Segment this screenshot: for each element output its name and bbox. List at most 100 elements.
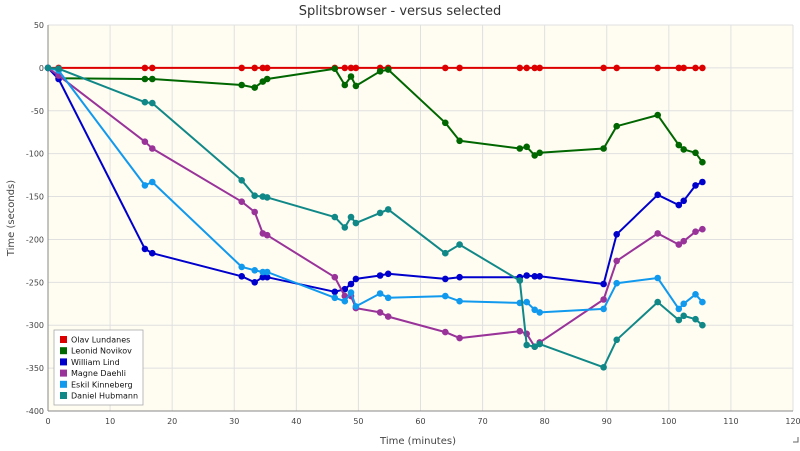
- data-point[interactable]: [331, 65, 339, 72]
- resize-handle[interactable]: [793, 437, 799, 443]
- data-point[interactable]: [238, 198, 245, 205]
- data-point[interactable]: [680, 64, 687, 72]
- data-point[interactable]: [654, 274, 661, 282]
- data-point[interactable]: [263, 194, 271, 201]
- data-point[interactable]: [531, 306, 538, 314]
- data-point[interactable]: [141, 182, 149, 189]
- data-point[interactable]: [613, 231, 620, 238]
- data-point[interactable]: [516, 64, 524, 72]
- data-point[interactable]: [347, 280, 355, 288]
- data-point[interactable]: [699, 321, 706, 329]
- data-point[interactable]: [523, 341, 530, 349]
- data-point[interactable]: [384, 66, 392, 73]
- data-point[interactable]: [347, 289, 355, 296]
- data-point[interactable]: [536, 273, 543, 280]
- data-point[interactable]: [516, 277, 524, 284]
- data-point[interactable]: [251, 267, 258, 274]
- data-point[interactable]: [384, 270, 392, 278]
- data-point[interactable]: [442, 292, 449, 300]
- data-point[interactable]: [456, 297, 463, 305]
- data-point[interactable]: [699, 178, 706, 186]
- data-point[interactable]: [141, 64, 149, 72]
- data-point[interactable]: [263, 64, 271, 72]
- data-point[interactable]: [352, 303, 360, 310]
- data-point[interactable]: [531, 273, 538, 280]
- data-point[interactable]: [347, 64, 355, 72]
- data-point[interactable]: [331, 288, 339, 296]
- data-point[interactable]: [149, 75, 156, 83]
- data-point[interactable]: [680, 312, 687, 320]
- data-point[interactable]: [352, 82, 360, 90]
- data-point[interactable]: [347, 73, 355, 80]
- data-point[interactable]: [442, 119, 449, 127]
- data-point[interactable]: [263, 268, 271, 276]
- data-point[interactable]: [456, 241, 463, 248]
- data-point[interactable]: [600, 280, 607, 288]
- data-point[interactable]: [680, 197, 687, 205]
- data-point[interactable]: [536, 309, 543, 316]
- legend-item[interactable]: Leonid Novikov: [60, 347, 132, 356]
- data-point[interactable]: [352, 275, 360, 283]
- data-point[interactable]: [263, 75, 271, 83]
- data-point[interactable]: [442, 64, 449, 72]
- data-point[interactable]: [149, 249, 156, 257]
- data-point[interactable]: [141, 138, 149, 145]
- data-point[interactable]: [456, 64, 463, 72]
- data-point[interactable]: [376, 68, 384, 75]
- data-point[interactable]: [675, 241, 683, 248]
- data-point[interactable]: [675, 64, 683, 72]
- data-point[interactable]: [536, 149, 543, 157]
- data-point[interactable]: [238, 273, 245, 280]
- data-point[interactable]: [341, 81, 349, 89]
- data-point[interactable]: [675, 316, 683, 324]
- data-point[interactable]: [692, 315, 699, 323]
- data-point[interactable]: [531, 152, 538, 159]
- data-point[interactable]: [263, 231, 271, 239]
- data-point[interactable]: [238, 177, 245, 184]
- data-point[interactable]: [149, 145, 156, 152]
- data-point[interactable]: [600, 64, 607, 72]
- data-point[interactable]: [251, 64, 258, 72]
- legend-item[interactable]: Eskil Kinneberg: [60, 380, 133, 389]
- legend-item[interactable]: William Lind: [60, 358, 120, 367]
- data-point[interactable]: [699, 298, 706, 306]
- data-point[interactable]: [238, 64, 245, 72]
- data-point[interactable]: [456, 273, 463, 281]
- data-point[interactable]: [251, 192, 258, 199]
- data-point[interactable]: [600, 145, 607, 152]
- data-point[interactable]: [347, 213, 355, 221]
- data-point[interactable]: [44, 64, 52, 72]
- data-point[interactable]: [523, 272, 530, 279]
- data-point[interactable]: [523, 64, 530, 72]
- data-point[interactable]: [376, 209, 384, 217]
- data-point[interactable]: [384, 313, 392, 320]
- data-point[interactable]: [692, 228, 699, 235]
- data-point[interactable]: [680, 146, 687, 153]
- data-point[interactable]: [692, 64, 699, 72]
- data-point[interactable]: [613, 122, 620, 130]
- data-point[interactable]: [516, 145, 524, 152]
- data-point[interactable]: [331, 273, 339, 281]
- data-point[interactable]: [456, 137, 463, 145]
- data-point[interactable]: [442, 275, 449, 283]
- data-point[interactable]: [675, 305, 683, 313]
- data-point[interactable]: [613, 64, 620, 72]
- data-point[interactable]: [675, 141, 683, 149]
- data-point[interactable]: [699, 64, 706, 72]
- data-point[interactable]: [376, 290, 384, 297]
- data-point[interactable]: [352, 64, 360, 72]
- data-point[interactable]: [613, 257, 620, 265]
- data-point[interactable]: [654, 298, 661, 306]
- data-point[interactable]: [384, 294, 392, 302]
- data-point[interactable]: [341, 297, 349, 305]
- data-point[interactable]: [141, 75, 149, 83]
- data-point[interactable]: [654, 111, 661, 119]
- data-point[interactable]: [680, 300, 687, 308]
- data-point[interactable]: [442, 249, 449, 257]
- legend-item[interactable]: Magne Daehli: [60, 369, 126, 378]
- data-point[interactable]: [263, 273, 271, 281]
- data-point[interactable]: [680, 237, 687, 245]
- data-point[interactable]: [141, 245, 149, 253]
- data-point[interactable]: [699, 225, 706, 233]
- data-point[interactable]: [149, 99, 156, 107]
